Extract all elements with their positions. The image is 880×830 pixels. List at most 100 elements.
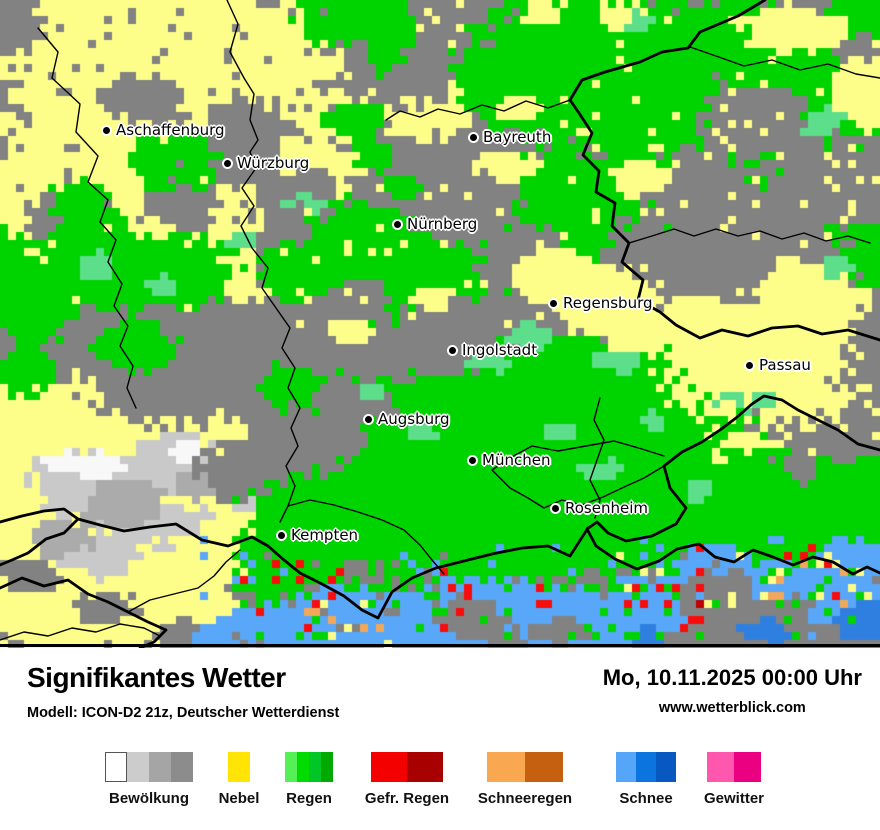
legend-item: Gewitter <box>704 752 764 807</box>
legend-label: Bewölkung <box>108 790 190 807</box>
city-dot-icon <box>746 361 753 369</box>
city-marker: Bayreuth <box>470 128 551 146</box>
website-url: www.wetterblick.com <box>658 700 806 716</box>
legend-label: Schneeregen <box>477 790 573 807</box>
legend-swatch-row <box>616 752 676 782</box>
city-marker: Kempten <box>278 526 358 544</box>
city-marker: Würzburg <box>224 154 309 172</box>
legend-item: Schnee <box>616 752 676 807</box>
city-label: Würzburg <box>237 154 310 172</box>
city-label: Nürnberg <box>407 215 478 233</box>
border-line <box>491 440 665 509</box>
legend: Bewölkung Nebel Regen Gefr. Regen Schneerege… <box>0 752 880 822</box>
city-dot-icon <box>278 531 285 539</box>
legend-label: Gewitter <box>703 790 765 807</box>
page-title: Signifikantes Wetter <box>27 662 286 693</box>
legend-swatch <box>309 752 321 782</box>
city-dot-icon <box>224 159 231 167</box>
city-label: München <box>482 451 551 469</box>
city-dot-icon <box>470 133 477 141</box>
border-line <box>0 623 161 641</box>
city-dot-icon <box>449 346 456 354</box>
city-label: Regensburg <box>563 294 653 312</box>
legend-swatch <box>171 752 193 782</box>
city-marker: Passau <box>746 356 811 374</box>
legend-swatch <box>371 752 407 782</box>
city-dot-icon <box>550 299 557 307</box>
city-marker: Augsburg <box>365 410 450 428</box>
city-label: Passau <box>759 356 811 374</box>
legend-swatch-row <box>105 752 193 782</box>
info-panel: Signifikantes Wetter Modell: ICON-D2 21z… <box>0 648 880 830</box>
city-dot-icon <box>469 456 476 464</box>
city-dot-icon <box>365 415 372 423</box>
legend-label: Nebel <box>218 790 260 807</box>
city-label: Augsburg <box>378 410 450 428</box>
legend-item: Schneeregen <box>478 752 572 807</box>
border-line <box>226 0 259 153</box>
city-label: Bayreuth <box>483 128 552 146</box>
city-label: Ingolstadt <box>462 341 538 359</box>
legend-item: Regen <box>285 752 333 807</box>
city-marker: Aschaffenburg <box>103 121 225 139</box>
border-line <box>240 151 301 523</box>
city-marker: Regensburg <box>550 294 653 312</box>
datetime-block: Mo, 10.11.2025 00:00 Uhr www.wetterblick… <box>603 665 862 716</box>
legend-swatch <box>297 752 309 782</box>
legend-swatch <box>734 752 761 782</box>
border-line <box>0 507 80 567</box>
legend-swatch <box>487 752 525 782</box>
city-dot-icon <box>394 220 401 228</box>
legend-item: Gefr. Regen <box>365 752 449 807</box>
city-marker: Rosenheim <box>552 499 648 517</box>
border-line <box>0 576 168 648</box>
city-label: Rosenheim <box>565 499 648 517</box>
legend-swatch <box>321 752 333 782</box>
legend-swatch <box>707 752 734 782</box>
legend-swatch <box>656 752 676 782</box>
model-info: Modell: ICON-D2 21z, Deutscher Wetterdie… <box>27 705 340 721</box>
legend-swatch <box>636 752 656 782</box>
legend-label: Gefr. Regen <box>364 790 450 807</box>
border-line <box>37 27 137 409</box>
legend-swatch <box>407 752 443 782</box>
border-line <box>76 517 590 620</box>
legend-swatch <box>149 752 171 782</box>
legend-swatch-row <box>487 752 563 782</box>
border-line <box>287 499 445 575</box>
legend-swatch <box>228 752 250 782</box>
legend-swatch <box>105 752 127 782</box>
legend-item: Bewölkung <box>105 752 193 807</box>
border-line <box>628 228 871 244</box>
legend-swatch-row <box>371 752 443 782</box>
border-line <box>568 0 880 342</box>
border-line <box>127 549 241 613</box>
city-label: Aschaffenburg <box>116 121 225 139</box>
legend-label: Regen <box>286 790 332 807</box>
legend-swatch-row <box>228 752 250 782</box>
border-line <box>689 46 880 79</box>
legend-swatch <box>616 752 636 782</box>
weather-pixel-layer <box>0 0 880 648</box>
legend-swatch <box>525 752 563 782</box>
legend-label: Schnee <box>619 790 673 807</box>
city-dot-icon <box>103 126 110 134</box>
legend-swatch-row <box>707 752 761 782</box>
legend-swatch-row <box>285 752 333 782</box>
border-line <box>585 394 880 576</box>
weather-map: Aschaffenburg Würzburg Bayreuth Nürnberg Reg… <box>0 0 880 648</box>
city-label: Kempten <box>291 526 359 544</box>
city-dot-icon <box>552 504 559 512</box>
border-lines-overlay <box>0 0 880 648</box>
legend-item: Nebel <box>219 752 259 807</box>
border-line <box>589 397 605 519</box>
map-frame-line <box>0 644 880 647</box>
border-line <box>385 99 571 121</box>
legend-swatch <box>127 752 149 782</box>
city-marker: München <box>469 451 550 469</box>
city-marker: Ingolstadt <box>449 341 537 359</box>
city-marker: Nürnberg <box>394 215 477 233</box>
forecast-datetime: Mo, 10.11.2025 00:00 Uhr <box>602 665 862 690</box>
legend-swatch <box>285 752 297 782</box>
